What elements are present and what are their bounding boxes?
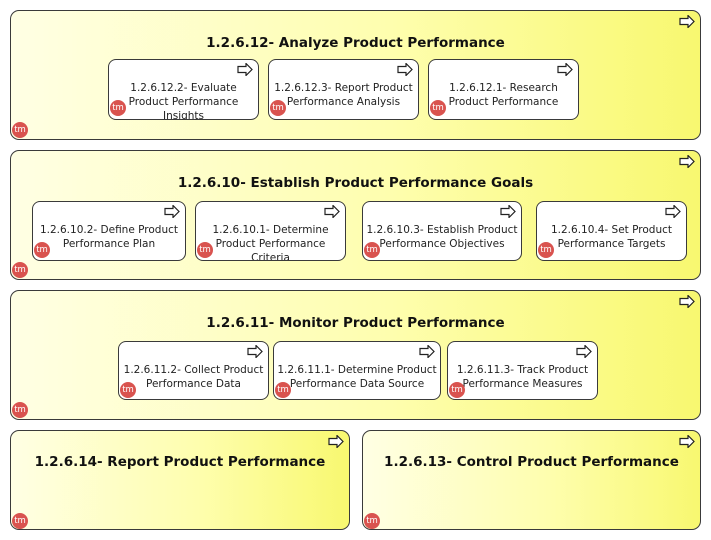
tm-badge-icon: tm xyxy=(364,513,380,529)
process-arrow-icon xyxy=(397,63,413,76)
process-label: 1.2.6.12.3- Report Product Performance A… xyxy=(274,82,413,108)
process-group-establish-product-performance-goals[interactable]: 1.2.6.10- Establish Product Performance … xyxy=(10,150,701,280)
process-label: 1.2.6.11.2- Collect Product Performance … xyxy=(123,364,264,390)
process-box[interactable]: 1.2.6.10.1- Determine Product Performanc… xyxy=(195,201,346,261)
tm-badge-icon: tm xyxy=(12,402,28,418)
process-arrow-icon xyxy=(576,345,592,358)
process-group-analyze-product-performance[interactable]: 1.2.6.12- Analyze Product Performance 1.… xyxy=(10,10,701,140)
process-arrow-icon xyxy=(665,205,681,218)
group-title: 1.2.6.12- Analyze Product Performance xyxy=(206,35,505,51)
process-box[interactable]: 1.2.6.11.3- Track Product Performance Me… xyxy=(447,341,598,400)
tm-badge-icon: tm xyxy=(12,122,28,138)
process-arrow-icon xyxy=(164,205,180,218)
process-arrow-icon xyxy=(557,63,573,76)
process-label: 1.2.6.12.2- Evaluate Product Performance… xyxy=(128,82,239,120)
tm-badge-icon: tm xyxy=(12,262,28,278)
tm-badge-icon: tm xyxy=(197,242,213,258)
process-arrow-icon xyxy=(247,345,263,358)
group-title: 1.2.6.13- Control Product Performance xyxy=(384,454,679,470)
process-arrow-icon xyxy=(237,63,253,76)
process-group-control-product-performance[interactable]: 1.2.6.13- Control Product Performance tm xyxy=(362,430,701,530)
process-label: 1.2.6.10.3- Establish Product Performanc… xyxy=(366,224,518,250)
process-box[interactable]: 1.2.6.10.2- Define Product Performance P… xyxy=(32,201,186,261)
process-box[interactable]: 1.2.6.12.3- Report Product Performance A… xyxy=(268,59,419,120)
process-box[interactable]: 1.2.6.12.2- Evaluate Product Performance… xyxy=(108,59,259,120)
group-title: 1.2.6.10- Establish Product Performance … xyxy=(177,175,534,191)
group-title: 1.2.6.11- Monitor Product Performance xyxy=(206,315,505,331)
tm-badge-icon: tm xyxy=(364,242,380,258)
process-label: 1.2.6.11.3- Track Product Performance Me… xyxy=(456,364,589,390)
process-arrow-icon xyxy=(679,155,695,168)
process-box[interactable]: 1.2.6.11.2- Collect Product Performance … xyxy=(118,341,269,400)
process-group-monitor-product-performance[interactable]: 1.2.6.11- Monitor Product Performance 1.… xyxy=(10,290,701,420)
tm-badge-icon: tm xyxy=(430,100,446,116)
tm-badge-icon: tm xyxy=(120,382,136,398)
process-arrow-icon xyxy=(679,15,695,28)
process-label: 1.2.6.12.1- Research Product Performance xyxy=(448,82,559,108)
process-group-report-product-performance[interactable]: 1.2.6.14- Report Product Performance tm xyxy=(10,430,350,530)
tm-badge-icon: tm xyxy=(538,242,554,258)
process-box[interactable]: 1.2.6.11.1- Determine Product Performanc… xyxy=(273,341,441,400)
tm-badge-icon: tm xyxy=(275,382,291,398)
process-label: 1.2.6.10.4- Set Product Performance Targ… xyxy=(550,224,672,250)
process-arrow-icon xyxy=(419,345,435,358)
tm-badge-icon: tm xyxy=(12,513,28,529)
process-box[interactable]: 1.2.6.10.4- Set Product Performance Targ… xyxy=(536,201,687,261)
process-label: 1.2.6.10.1- Determine Product Performanc… xyxy=(212,224,329,261)
process-arrow-icon xyxy=(324,205,340,218)
process-arrow-icon xyxy=(328,435,344,448)
process-arrow-icon xyxy=(679,435,695,448)
group-title: 1.2.6.14- Report Product Performance xyxy=(34,454,326,470)
tm-badge-icon: tm xyxy=(110,100,126,116)
tm-badge-icon: tm xyxy=(449,382,465,398)
process-label: 1.2.6.11.1- Determine Product Performanc… xyxy=(277,364,437,390)
process-arrow-icon xyxy=(679,295,695,308)
tm-badge-icon: tm xyxy=(270,100,286,116)
process-box[interactable]: 1.2.6.12.1- Research Product Performance… xyxy=(428,59,579,120)
process-box[interactable]: 1.2.6.10.3- Establish Product Performanc… xyxy=(362,201,522,261)
process-arrow-icon xyxy=(500,205,516,218)
process-label: 1.2.6.10.2- Define Product Performance P… xyxy=(39,224,179,250)
tm-badge-icon: tm xyxy=(34,242,50,258)
